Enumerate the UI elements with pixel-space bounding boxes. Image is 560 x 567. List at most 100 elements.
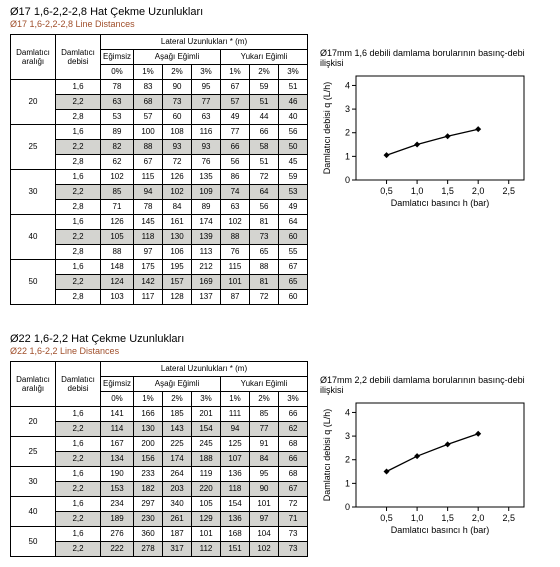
cell-val: 56 xyxy=(221,154,250,169)
cell-val: 84 xyxy=(163,199,192,214)
hdr-p0: 0% xyxy=(101,391,134,406)
cell-val: 317 xyxy=(163,541,192,556)
cell-group: 25 xyxy=(11,436,56,466)
hdr-col1: Damlatıcı aralığı xyxy=(11,361,56,406)
cell-group: 20 xyxy=(11,406,56,436)
svg-text:Damlatıcı basıncı h (bar): Damlatıcı basıncı h (bar) xyxy=(391,525,490,535)
hdr-p2: 2% xyxy=(163,64,192,79)
cell-val: 88 xyxy=(250,259,279,274)
cell-val: 187 xyxy=(163,526,192,541)
table-row: 2,263687377575146 xyxy=(11,94,308,109)
cell-val: 77 xyxy=(250,421,279,436)
hdr-lateral: Lateral Uzunlukları * (m) xyxy=(101,361,308,376)
svg-text:1,5: 1,5 xyxy=(441,513,454,523)
cell-val: 201 xyxy=(192,406,221,421)
cell-val: 105 xyxy=(101,229,134,244)
cell-val: 45 xyxy=(279,154,308,169)
cell-debit: 2,8 xyxy=(56,109,101,124)
cell-val: 65 xyxy=(279,274,308,289)
cell-val: 57 xyxy=(134,109,163,124)
table-row: 251,689100108116776656 xyxy=(11,124,308,139)
cell-val: 360 xyxy=(134,526,163,541)
cell-group: 30 xyxy=(11,466,56,496)
cell-val: 126 xyxy=(163,169,192,184)
cell-val: 57 xyxy=(221,94,250,109)
cell-val: 71 xyxy=(279,511,308,526)
cell-val: 297 xyxy=(134,496,163,511)
cell-val: 174 xyxy=(163,451,192,466)
cell-val: 59 xyxy=(279,169,308,184)
cell-group: 50 xyxy=(11,526,56,556)
cell-val: 73 xyxy=(279,541,308,556)
cell-val: 62 xyxy=(279,421,308,436)
hdr-p3: 3% xyxy=(192,64,221,79)
cell-debit: 1,6 xyxy=(56,406,101,421)
cell-val: 66 xyxy=(250,124,279,139)
cell-val: 67 xyxy=(221,79,250,94)
cell-val: 88 xyxy=(134,139,163,154)
cell-val: 185 xyxy=(163,406,192,421)
cell-val: 85 xyxy=(250,406,279,421)
cell-val: 130 xyxy=(134,421,163,436)
cell-val: 200 xyxy=(134,436,163,451)
cell-debit: 1,6 xyxy=(56,259,101,274)
hdr-p1b: 1% xyxy=(221,64,250,79)
cell-val: 95 xyxy=(250,466,279,481)
cell-val: 90 xyxy=(163,79,192,94)
cell-debit: 1,6 xyxy=(56,526,101,541)
table1: Damlatıcı aralığıDamlatıcı debisiLateral… xyxy=(10,34,308,305)
cell-val: 114 xyxy=(101,421,134,436)
cell-val: 67 xyxy=(134,154,163,169)
cell-val: 66 xyxy=(279,451,308,466)
cell-val: 109 xyxy=(192,184,221,199)
cell-val: 60 xyxy=(279,229,308,244)
cell-val: 153 xyxy=(101,481,134,496)
cell-val: 93 xyxy=(163,139,192,154)
cell-val: 73 xyxy=(163,94,192,109)
cell-val: 51 xyxy=(279,79,308,94)
table-row: 2,28594102109746453 xyxy=(11,184,308,199)
hdr-p0: 0% xyxy=(101,64,134,79)
cell-val: 108 xyxy=(163,124,192,139)
cell-val: 63 xyxy=(221,199,250,214)
hdr-p2: 2% xyxy=(163,391,192,406)
table-row: 401,623429734010515410172 xyxy=(11,496,308,511)
cell-val: 91 xyxy=(250,436,279,451)
cell-val: 64 xyxy=(279,214,308,229)
cell-val: 264 xyxy=(163,466,192,481)
cell-val: 56 xyxy=(250,199,279,214)
table-row: 301,6102115126135867259 xyxy=(11,169,308,184)
cell-debit: 2,8 xyxy=(56,289,101,304)
table-row: 401,61261451611741028164 xyxy=(11,214,308,229)
cell-val: 72 xyxy=(279,496,308,511)
section2-subtitle: Ø22 1,6-2,2 Line Distances xyxy=(10,346,550,357)
cell-val: 66 xyxy=(221,139,250,154)
cell-val: 276 xyxy=(101,526,134,541)
table-row: 2,2114130143154947762 xyxy=(11,421,308,436)
cell-val: 203 xyxy=(163,481,192,496)
cell-val: 125 xyxy=(221,436,250,451)
cell-val: 111 xyxy=(221,406,250,421)
cell-val: 86 xyxy=(221,169,250,184)
cell-val: 220 xyxy=(192,481,221,496)
svg-text:1,5: 1,5 xyxy=(441,186,454,196)
cell-val: 44 xyxy=(250,109,279,124)
cell-val: 81 xyxy=(250,214,279,229)
cell-val: 60 xyxy=(279,289,308,304)
svg-text:3: 3 xyxy=(345,431,350,441)
hdr-down: Aşağı Eğimli xyxy=(134,49,221,64)
cell-debit: 2,2 xyxy=(56,139,101,154)
cell-debit: 2,8 xyxy=(56,154,101,169)
hdr-col2: Damlatıcı debisi xyxy=(56,34,101,79)
cell-val: 157 xyxy=(163,274,192,289)
cell-val: 340 xyxy=(163,496,192,511)
table-row: 501,627636018710116810473 xyxy=(11,526,308,541)
hdr-down: Aşağı Eğimli xyxy=(134,376,221,391)
cell-val: 73 xyxy=(279,526,308,541)
cell-val: 89 xyxy=(101,124,134,139)
cell-debit: 2,2 xyxy=(56,94,101,109)
svg-text:4: 4 xyxy=(345,80,350,90)
cell-val: 77 xyxy=(192,94,221,109)
cell-debit: 1,6 xyxy=(56,124,101,139)
table-row: 2,222227831711215110273 xyxy=(11,541,308,556)
